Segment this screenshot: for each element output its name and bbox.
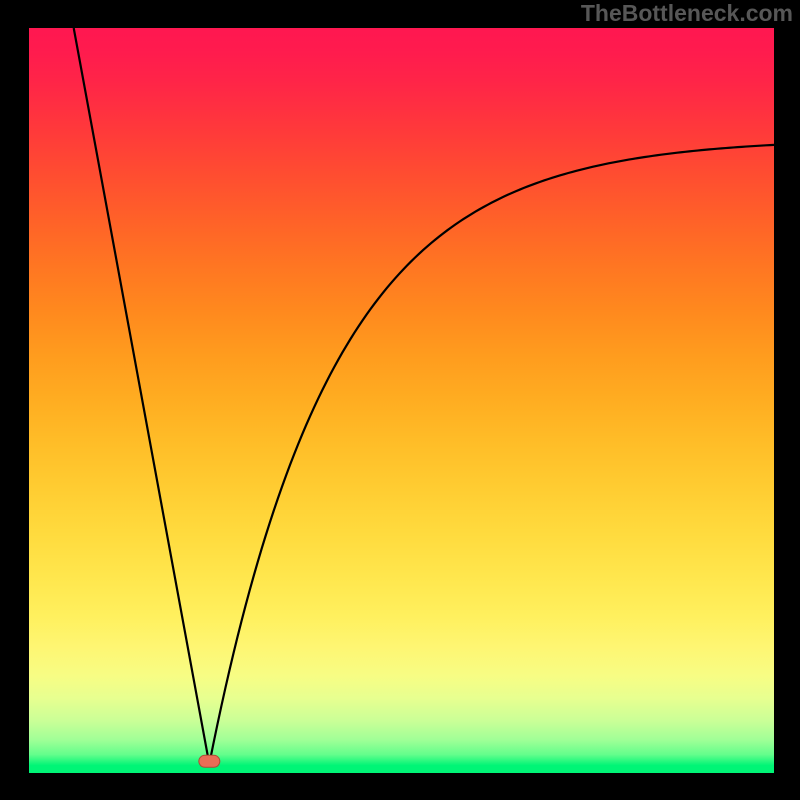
attribution-text: TheBottleneck.com (581, 0, 793, 27)
plot-area (29, 28, 774, 773)
chart-container: TheBottleneck.com (0, 0, 800, 800)
bottleneck-marker (199, 755, 220, 767)
bottleneck-curve-path (74, 28, 774, 764)
bottleneck-curve (29, 28, 774, 773)
